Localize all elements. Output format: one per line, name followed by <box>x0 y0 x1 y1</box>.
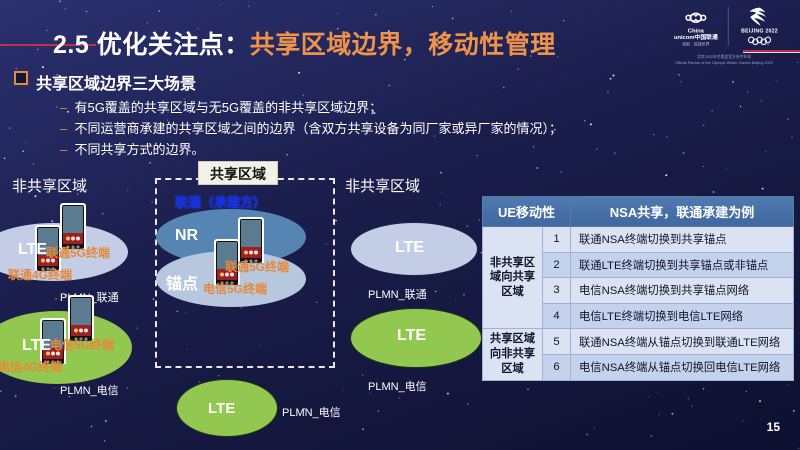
svg-text:BEIJING 2022: BEIJING 2022 <box>741 29 778 35</box>
svg-text:China: China <box>688 29 705 35</box>
svg-text:unicom中国联通: unicom中国联通 <box>674 33 718 41</box>
svg-text:创新 · 成就世界: 创新 · 成就世界 <box>682 41 709 46</box>
